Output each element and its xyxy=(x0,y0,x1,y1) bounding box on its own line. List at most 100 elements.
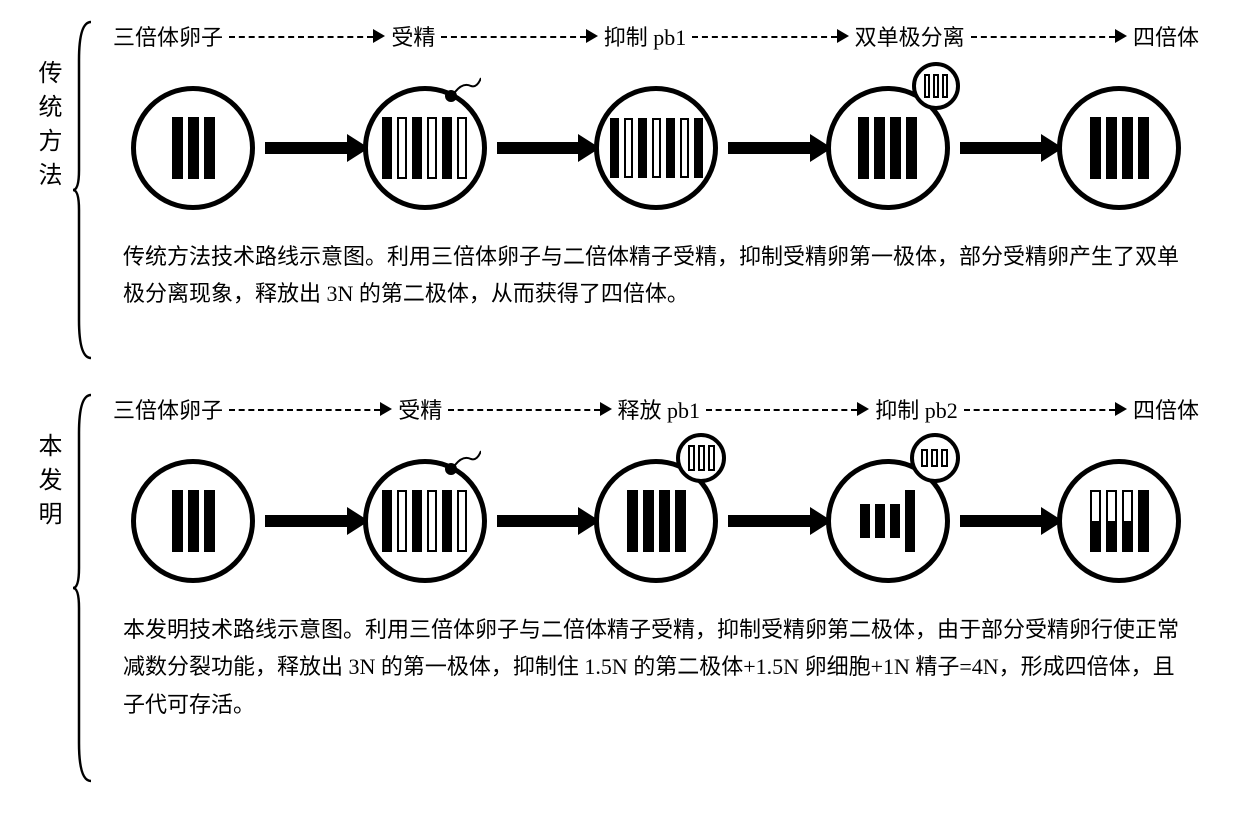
chromosome-bar xyxy=(652,118,661,178)
cell xyxy=(1049,451,1189,591)
chromosome-bar xyxy=(442,490,452,552)
solid-arrow-icon xyxy=(497,142,585,154)
polar-body xyxy=(910,433,960,483)
description-2: 本发明技术路线示意图。利用三倍体卵子与二倍体精子受精，抑制受精卵第二极体，由于部… xyxy=(103,601,1209,729)
dashed-arrow-icon xyxy=(441,26,597,46)
chromosome-bar xyxy=(204,117,215,179)
chromosome-bar xyxy=(675,490,686,552)
chromosome-bar xyxy=(382,117,392,179)
cell-row-1 xyxy=(103,60,1209,228)
cell xyxy=(1049,78,1189,218)
chromosome-bar xyxy=(933,74,939,98)
stage-label: 四倍体 xyxy=(1133,20,1199,52)
cell-circle xyxy=(131,86,255,210)
cell xyxy=(586,78,726,218)
chromosome-bar xyxy=(890,117,901,179)
chromosome-bar xyxy=(627,490,638,552)
chromosome-bar xyxy=(1106,117,1117,179)
chromosome-bar xyxy=(924,74,930,98)
solid-arrow-icon xyxy=(728,142,816,154)
section-traditional: 传统方法 三倍体卵子受精抑制 pb1双单极分离四倍体 传统方法技术路线示意图。利… xyxy=(30,20,1209,365)
chromosome-bar xyxy=(624,118,633,178)
section-1-content: 三倍体卵子受精抑制 pb1双单极分离四倍体 传统方法技术路线示意图。利用三倍体卵… xyxy=(103,20,1209,319)
chromosome-bar xyxy=(188,490,199,552)
chromosome-bar xyxy=(427,117,437,179)
chromosome-bar xyxy=(172,490,183,552)
chromosome-bar xyxy=(858,117,869,179)
chromosome-bar xyxy=(921,449,928,467)
section-2-content: 三倍体卵子受精释放 pb1抑制 pb2四倍体 本发明技术路线示意图。利用三倍体卵… xyxy=(103,393,1209,729)
chromosome-bar xyxy=(659,490,670,552)
stage-label: 四倍体 xyxy=(1133,393,1199,425)
cell xyxy=(123,451,263,591)
chromosome-bar xyxy=(204,490,215,552)
chromosome-bar xyxy=(1138,490,1149,552)
chromosome-bar xyxy=(906,117,917,179)
chromosome-bar xyxy=(1122,117,1133,179)
chromosome-bar xyxy=(457,490,467,552)
dashed-arrow-icon xyxy=(229,399,392,419)
solid-arrow-icon xyxy=(960,142,1048,154)
chromosome-bar xyxy=(875,504,885,538)
chromosome-bar xyxy=(1138,117,1149,179)
side-label-2: 本发明 xyxy=(30,393,65,535)
cell xyxy=(355,78,495,218)
cell-circle xyxy=(594,86,718,210)
cell xyxy=(355,451,495,591)
cell-circle xyxy=(1057,459,1181,583)
stage-label: 三倍体卵子 xyxy=(113,393,223,425)
stage-label: 抑制 pb2 xyxy=(875,393,958,425)
chromosome-bar xyxy=(442,117,452,179)
chromosome-bar xyxy=(643,490,654,552)
chromosome-bar xyxy=(397,490,407,552)
solid-arrow-icon xyxy=(265,142,353,154)
dashed-arrow-icon xyxy=(692,26,848,46)
solid-arrow-icon xyxy=(497,515,585,527)
chromosome-bar xyxy=(638,118,647,178)
chromosome-bar xyxy=(412,117,422,179)
chromosome-bar xyxy=(1090,117,1101,179)
description-1: 传统方法技术路线示意图。利用三倍体卵子与二倍体精子受精，抑制受精卵第一极体，部分… xyxy=(103,228,1209,319)
cell-row-2 xyxy=(103,433,1209,601)
dashed-arrow-icon xyxy=(229,26,385,46)
chromosome-bar xyxy=(688,445,695,471)
chromosome-bar xyxy=(397,117,407,179)
chromosome-bar xyxy=(874,117,885,179)
sperm-icon xyxy=(441,447,481,482)
chromosome-bar xyxy=(708,445,715,471)
chromosome-bar xyxy=(680,118,689,178)
bracket-2 xyxy=(73,393,93,788)
cell-circle xyxy=(1057,86,1181,210)
dashed-arrow-icon xyxy=(706,399,869,419)
chromosome-bar xyxy=(698,445,705,471)
chromosome-bar xyxy=(1106,490,1117,552)
cell xyxy=(818,451,958,591)
label-row-2: 三倍体卵子受精释放 pb1抑制 pb2四倍体 xyxy=(103,393,1209,425)
chromosome-bar xyxy=(931,449,938,467)
chromosome-bar xyxy=(1122,490,1133,552)
chromosome-bar xyxy=(942,74,948,98)
side-label-1: 传统方法 xyxy=(30,20,65,196)
chromosome-bar xyxy=(427,490,437,552)
chromosome-bar xyxy=(694,118,703,178)
dashed-arrow-icon xyxy=(964,399,1127,419)
chromosome-bar xyxy=(1090,490,1101,552)
chromosome-bar xyxy=(610,118,619,178)
polar-body xyxy=(676,433,726,483)
stage-label: 双单极分离 xyxy=(855,20,965,52)
bracket-1 xyxy=(73,20,93,365)
sperm-icon xyxy=(441,74,481,109)
label-row-1: 三倍体卵子受精抑制 pb1双单极分离四倍体 xyxy=(103,20,1209,52)
chromosome-bar xyxy=(412,490,422,552)
cell xyxy=(123,78,263,218)
chromosome-bar xyxy=(172,117,183,179)
dashed-arrow-icon xyxy=(448,399,611,419)
cell xyxy=(586,451,726,591)
section-invention: 本发明 三倍体卵子受精释放 pb1抑制 pb2四倍体 本发明技术路线示意图。利用… xyxy=(30,393,1209,788)
chromosome-bar xyxy=(188,117,199,179)
chromosome-bar xyxy=(905,490,915,552)
stage-label: 受精 xyxy=(398,393,442,425)
chromosome-bar xyxy=(382,490,392,552)
stage-label: 抑制 pb1 xyxy=(604,20,687,52)
cell-circle xyxy=(131,459,255,583)
